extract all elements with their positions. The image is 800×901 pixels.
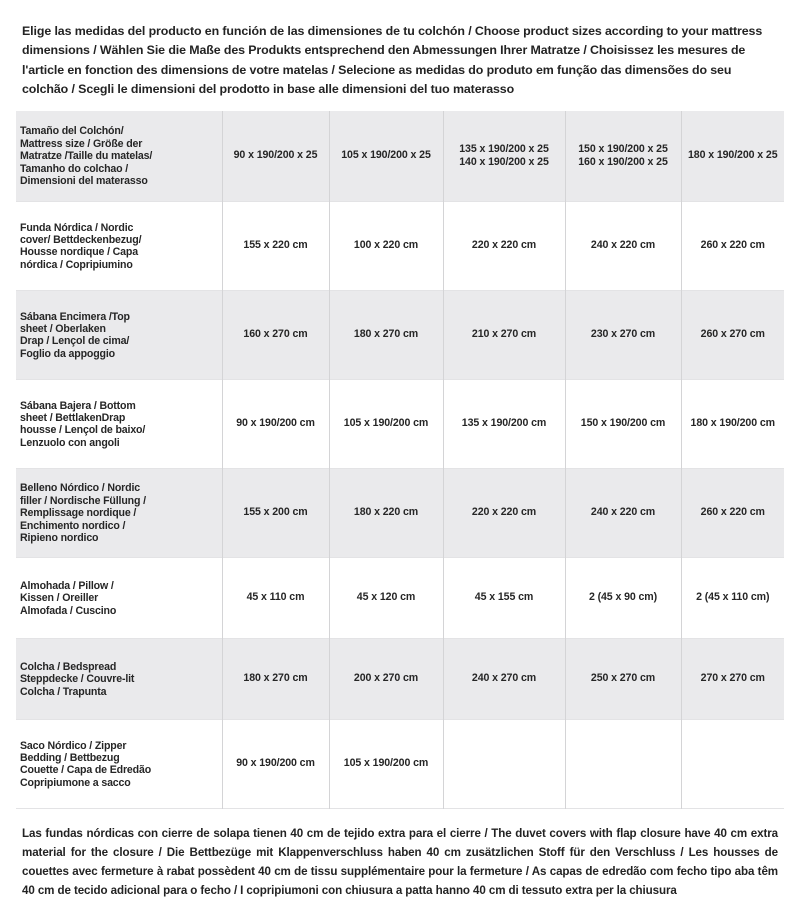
table-header-row: Tamaño del Colchón/ Mattress size / Größ… bbox=[16, 111, 784, 202]
row-label-bottom-sheet: Sábana Bajera / Bottom sheet / Bettlaken… bbox=[16, 379, 223, 469]
table-row: Saco Nórdico / Zipper Bedding / Bettbezu… bbox=[16, 719, 784, 809]
cell-r4-c4: 2 (45 x 90 cm) bbox=[565, 557, 682, 639]
cell-r4-c2: 45 x 120 cm bbox=[329, 557, 444, 639]
cell-r2-c5: 180 x 190/200 cm bbox=[681, 379, 784, 469]
row-label-nordic-filler: Belleno Nórdico / Nordic filler / Nordis… bbox=[16, 468, 223, 558]
size-guide-page: Elige las medidas del producto en funció… bbox=[16, 24, 784, 897]
intro-paragraph: Elige las medidas del producto en funció… bbox=[22, 24, 763, 97]
table-row: Sábana Bajera / Bottom sheet / Bettlaken… bbox=[16, 379, 784, 469]
footer-note: Las fundas nórdicas con cierre de solapa… bbox=[22, 827, 778, 897]
cell-r6-c4 bbox=[565, 719, 682, 809]
cell-r6-c3 bbox=[443, 719, 566, 809]
table-row: Colcha / Bedspread Steppdecke / Couvre-l… bbox=[16, 638, 784, 720]
row-label-nordic-cover: Funda Nórdica / Nordic cover/ Bettdecken… bbox=[16, 201, 223, 291]
cell-r6-c5 bbox=[681, 719, 784, 809]
row-label-zipper-bedding: Saco Nórdico / Zipper Bedding / Bettbezu… bbox=[16, 719, 223, 809]
cell-r1-c4: 230 x 270 cm bbox=[565, 290, 682, 380]
header-value-col4: 150 x 190/200 x 25 160 x 190/200 x 25 bbox=[565, 111, 682, 202]
cell-r5-c2: 200 x 270 cm bbox=[329, 638, 444, 720]
cell-r5-c3: 240 x 270 cm bbox=[443, 638, 566, 720]
cell-r2-c3: 135 x 190/200 cm bbox=[443, 379, 566, 469]
row-label-pillow: Almohada / Pillow / Kissen / Oreiller Al… bbox=[16, 557, 223, 639]
table-row: Funda Nórdica / Nordic cover/ Bettdecken… bbox=[16, 201, 784, 291]
cell-r2-c4: 150 x 190/200 cm bbox=[565, 379, 682, 469]
cell-r1-c5: 260 x 270 cm bbox=[681, 290, 784, 380]
header-label-mattress-size: Tamaño del Colchón/ Mattress size / Größ… bbox=[16, 111, 223, 202]
cell-r6-c2: 105 x 190/200 cm bbox=[329, 719, 444, 809]
cell-r4-c5: 2 (45 x 110 cm) bbox=[681, 557, 784, 639]
cell-r3-c4: 240 x 220 cm bbox=[565, 468, 682, 558]
table-row: Sábana Encimera /Top sheet / Oberlaken D… bbox=[16, 290, 784, 380]
cell-r0-c1: 155 x 220 cm bbox=[222, 201, 330, 291]
cell-r2-c1: 90 x 190/200 cm bbox=[222, 379, 330, 469]
cell-r3-c3: 220 x 220 cm bbox=[443, 468, 566, 558]
row-label-bedspread: Colcha / Bedspread Steppdecke / Couvre-l… bbox=[16, 638, 223, 720]
cell-r5-c4: 250 x 270 cm bbox=[565, 638, 682, 720]
table-row: Belleno Nórdico / Nordic filler / Nordis… bbox=[16, 468, 784, 558]
header-value-col2: 105 x 190/200 x 25 bbox=[329, 111, 444, 202]
cell-r3-c1: 155 x 200 cm bbox=[222, 468, 330, 558]
cell-r0-c5: 260 x 220 cm bbox=[681, 201, 784, 291]
cell-r5-c1: 180 x 270 cm bbox=[222, 638, 330, 720]
cell-r3-c5: 260 x 220 cm bbox=[681, 468, 784, 558]
cell-r4-c1: 45 x 110 cm bbox=[222, 557, 330, 639]
table-body: Tamaño del Colchón/ Mattress size / Größ… bbox=[16, 111, 784, 809]
cell-r0-c4: 240 x 220 cm bbox=[565, 201, 682, 291]
cell-r6-c1: 90 x 190/200 cm bbox=[222, 719, 330, 809]
cell-r1-c2: 180 x 270 cm bbox=[329, 290, 444, 380]
cell-r1-c3: 210 x 270 cm bbox=[443, 290, 566, 380]
cell-r1-c1: 160 x 270 cm bbox=[222, 290, 330, 380]
header-value-col5: 180 x 190/200 x 25 bbox=[681, 111, 784, 202]
cell-r0-c2: 100 x 220 cm bbox=[329, 201, 444, 291]
cell-r0-c3: 220 x 220 cm bbox=[443, 201, 566, 291]
row-label-top-sheet: Sábana Encimera /Top sheet / Oberlaken D… bbox=[16, 290, 223, 380]
cell-r3-c2: 180 x 220 cm bbox=[329, 468, 444, 558]
product-size-table: Tamaño del Colchón/ Mattress size / Größ… bbox=[16, 111, 784, 809]
header-value-col1: 90 x 190/200 x 25 bbox=[222, 111, 330, 202]
table-row: Almohada / Pillow / Kissen / Oreiller Al… bbox=[16, 557, 784, 639]
cell-r5-c5: 270 x 270 cm bbox=[681, 638, 784, 720]
cell-r2-c2: 105 x 190/200 cm bbox=[329, 379, 444, 469]
header-value-col3: 135 x 190/200 x 25 140 x 190/200 x 25 bbox=[443, 111, 566, 202]
cell-r4-c3: 45 x 155 cm bbox=[443, 557, 566, 639]
